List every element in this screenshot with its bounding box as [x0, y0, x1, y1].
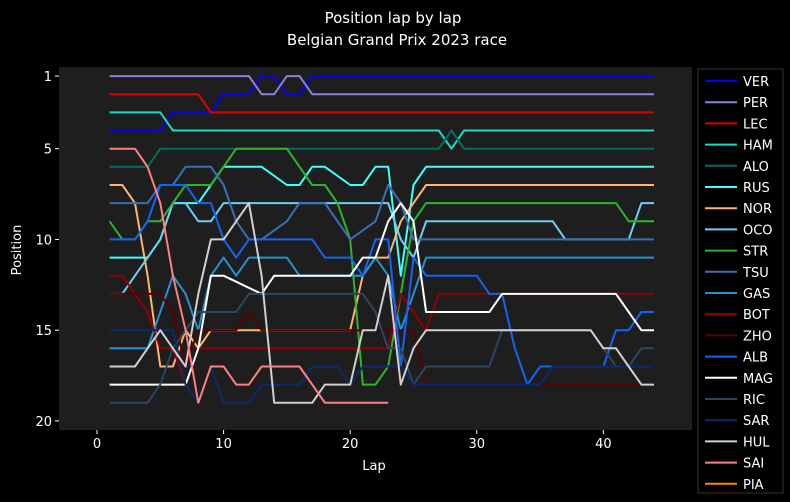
legend-label-ric: RIC: [743, 393, 765, 408]
x-tick-label: 20: [342, 437, 359, 452]
series-line-alo: [109, 129, 654, 168]
series-line-alb: [109, 184, 654, 386]
series-line-lec: [109, 93, 654, 114]
legend-label-str: STR: [743, 245, 768, 260]
series-line-per: [109, 75, 654, 96]
y-tick-label: 5: [44, 143, 52, 158]
legend-label-alo: ALO: [743, 160, 769, 175]
series-line-oco: [109, 202, 654, 295]
series-line-sai: [109, 147, 389, 404]
legend-label-hul: HUL: [743, 435, 770, 450]
legend-label-ham: HAM: [743, 139, 773, 154]
x-tick-label: 40: [595, 437, 612, 452]
y-tick-label: 1: [44, 70, 52, 85]
legend-label-lec: LEC: [743, 117, 768, 132]
series-line-bot: [109, 274, 654, 386]
chart-subtitle: Belgian Grand Prix 2023 race: [287, 31, 507, 49]
legend-label-alb: ALB: [743, 351, 768, 366]
legend-label-nor: NOR: [743, 202, 772, 217]
x-tick-label: 30: [469, 437, 486, 452]
legend-label-bot: BOT: [743, 308, 770, 323]
y-tick-label: 10: [35, 233, 52, 248]
legend-label-sar: SAR: [743, 414, 769, 429]
legend-label-per: PER: [743, 96, 768, 111]
legend: VER PER LEC HAM ALO RUS NOR OCO STR TSU GAS BOT ZHO A…: [697, 68, 784, 494]
x-tick-label: 10: [215, 437, 232, 452]
legend-label-tsu: TSU: [742, 266, 769, 281]
chart-title: Position lap by lap: [325, 9, 462, 27]
legend-label-gas: GAS: [743, 287, 770, 302]
series-lines: [108, 75, 654, 404]
legend-label-ver: VER: [743, 75, 769, 90]
legend-label-sai: SAI: [743, 457, 764, 472]
series-line-zho: [109, 292, 654, 386]
series-line-tsu: [109, 165, 654, 241]
legend-box: [697, 68, 784, 494]
legend-label-rus: RUS: [743, 181, 770, 196]
y-tick-label: 15: [35, 324, 52, 339]
y-tick-label: 20: [35, 415, 52, 430]
x-tick-label: 0: [93, 437, 101, 452]
legend-label-mag: MAG: [743, 372, 773, 387]
y-axis-label: Position: [10, 225, 25, 276]
series-line-mag: [109, 202, 654, 386]
legend-label-pia: PIA: [743, 478, 764, 493]
legend-label-oco: OCO: [743, 223, 773, 238]
series-line-ham: [109, 111, 654, 150]
x-axis-label: Lap: [362, 459, 385, 474]
legend-label-zho: ZHO: [743, 329, 772, 344]
